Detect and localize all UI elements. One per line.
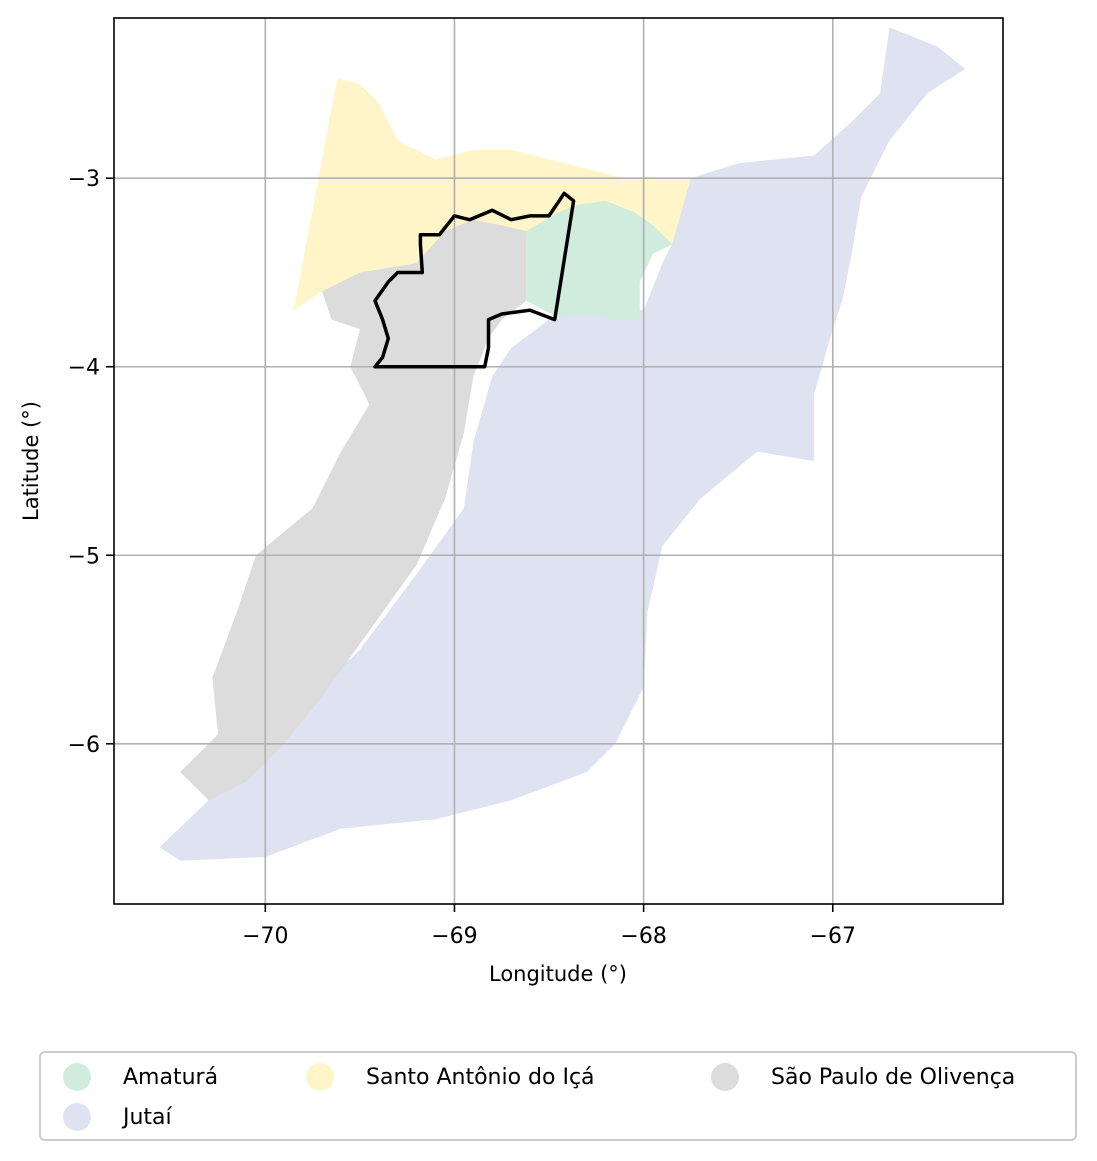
outline-layer [373,191,576,369]
legend-item-amatura: Amaturá [63,1063,218,1091]
plot-frame [113,17,1004,905]
legend-marker-amatura [63,1063,91,1091]
x-tick-label: −67 [810,924,856,949]
y-tick-label: −5 [68,544,100,569]
regions-layer [159,27,966,861]
legend-marker-sao-paulo [711,1063,739,1091]
legend-marker-jutai [63,1103,91,1131]
legend-label-sao-paulo: São Paulo de Olivença [771,1064,1016,1090]
grid-layer [114,18,1003,904]
region-amatura [526,200,672,320]
legend-item-sao-paulo: São Paulo de Olivença [711,1063,1015,1091]
y-tick-label: −3 [68,167,100,192]
region-santo-antonio-do-ica [293,78,691,311]
map-figure: −70 −69 −68 −67 −3 −4 −5 −6 Longitude (°) Latit… [19,17,1004,986]
y-tick-label: −6 [68,733,100,758]
legend-label-santo-antonio: Santo Antônio do Içá [366,1064,595,1090]
legend-item-santo-antonio: Santo Antônio do Içá [306,1063,595,1091]
y-axis-label: Latitude (°) [19,401,43,521]
region-jutai [159,27,966,861]
ticks-layer: −70 −69 −68 −67 −3 −4 −5 −6 [68,167,856,949]
legend-marker-santo-antonio [306,1063,334,1091]
x-tick-label: −70 [242,924,288,949]
legend-label-amatura: Amaturá [123,1064,219,1090]
y-tick-label: −4 [68,356,100,381]
legend-label-jutai: Jutaí [123,1104,172,1130]
highlighted-boundary [373,191,576,369]
legend-item-jutai: Jutaí [63,1103,172,1131]
x-axis-label: Longitude (°) [489,962,627,986]
x-tick-label: −69 [431,924,477,949]
x-tick-label: −68 [620,924,666,949]
legend: Amaturá Santo Antônio do Içá São Paulo d… [39,1051,1077,1141]
region-sao-paulo-de-olivenca [180,219,527,801]
